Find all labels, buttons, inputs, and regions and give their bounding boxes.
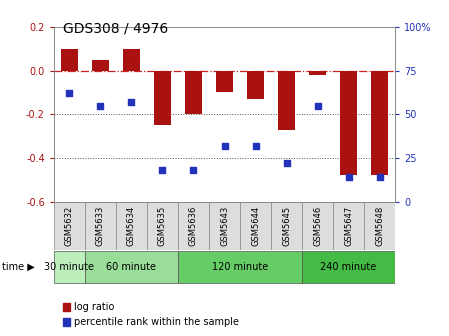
Point <box>66 91 73 96</box>
Bar <box>178 202 209 250</box>
Bar <box>92 60 109 71</box>
Point <box>159 167 166 173</box>
Bar <box>116 202 147 250</box>
Point <box>314 103 321 108</box>
Bar <box>54 251 85 283</box>
Bar <box>85 251 178 283</box>
Bar <box>154 71 171 125</box>
Text: GSM5636: GSM5636 <box>189 206 198 246</box>
Point <box>252 143 259 149</box>
Point <box>345 174 352 180</box>
Point <box>97 103 104 108</box>
Bar <box>309 71 326 75</box>
Bar <box>240 202 271 250</box>
Point <box>283 161 290 166</box>
Bar <box>123 49 140 71</box>
Bar <box>333 202 364 250</box>
Bar <box>216 71 233 92</box>
Bar <box>340 71 357 175</box>
Bar <box>364 202 395 250</box>
Text: 240 minute: 240 minute <box>321 262 377 272</box>
Text: 30 minute: 30 minute <box>44 262 94 272</box>
Bar <box>371 71 388 175</box>
Text: GSM5634: GSM5634 <box>127 206 136 246</box>
Bar <box>278 71 295 130</box>
Bar <box>85 202 116 250</box>
Bar <box>178 251 302 283</box>
Text: 60 minute: 60 minute <box>106 262 156 272</box>
Text: GSM5647: GSM5647 <box>344 206 353 246</box>
Bar <box>302 202 333 250</box>
Text: GSM5633: GSM5633 <box>96 206 105 246</box>
Text: GSM5635: GSM5635 <box>158 206 167 246</box>
Text: GSM5648: GSM5648 <box>375 206 384 246</box>
Point <box>376 174 383 180</box>
Text: GSM5644: GSM5644 <box>251 206 260 246</box>
Text: GSM5643: GSM5643 <box>220 206 229 246</box>
Text: GDS308 / 4976: GDS308 / 4976 <box>63 22 168 36</box>
Legend: log ratio, percentile rank within the sample: log ratio, percentile rank within the sa… <box>59 298 243 331</box>
Bar <box>302 251 395 283</box>
Text: GSM5632: GSM5632 <box>65 206 74 246</box>
Bar <box>54 202 85 250</box>
Text: GSM5645: GSM5645 <box>282 206 291 246</box>
Bar <box>61 49 78 71</box>
Text: GSM5646: GSM5646 <box>313 206 322 246</box>
Bar <box>209 202 240 250</box>
Bar <box>147 202 178 250</box>
Bar <box>185 71 202 114</box>
Text: time ▶: time ▶ <box>2 262 35 272</box>
Text: 120 minute: 120 minute <box>212 262 268 272</box>
Point <box>190 167 197 173</box>
Point <box>128 99 135 105</box>
Point <box>221 143 228 149</box>
Bar <box>247 71 264 99</box>
Bar <box>271 202 302 250</box>
